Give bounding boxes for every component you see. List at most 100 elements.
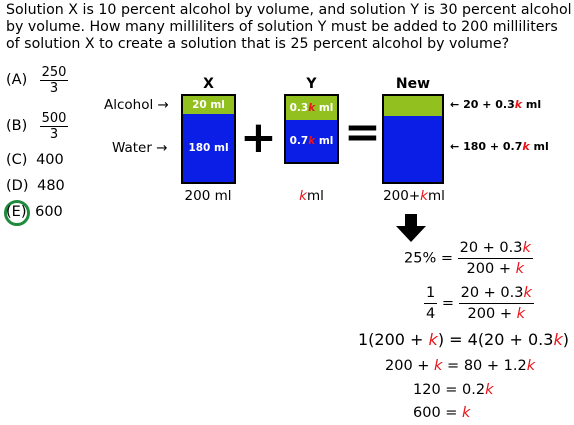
arrow-right-icon: → bbox=[156, 140, 168, 156]
question-text: Solution X is 10 percent alcohol by volu… bbox=[6, 2, 572, 52]
beaker-y-alcohol-unit: ml bbox=[315, 102, 334, 114]
k-variable: k bbox=[428, 330, 438, 349]
k-variable: k bbox=[420, 188, 428, 204]
beaker-new-alcohol bbox=[384, 96, 442, 116]
beaker-x-title: X bbox=[203, 76, 214, 92]
beaker-y-volume-unit: ml bbox=[306, 188, 324, 204]
step2-lhs-num: 1 bbox=[424, 283, 438, 304]
alcohol-row-label: Alcohol → bbox=[104, 97, 169, 113]
choice-e[interactable]: (E) 600 bbox=[6, 204, 63, 220]
beaker-x-alcohol: 20 ml bbox=[183, 96, 234, 114]
choice-b-fraction: 500 3 bbox=[40, 111, 68, 142]
solution-step-1: 25% = 20 + 0.3k 200 + k bbox=[404, 238, 533, 279]
choice-e-value: 600 bbox=[35, 204, 63, 220]
step4-a: 200 + bbox=[385, 358, 435, 374]
new-alcohol-annotation: ← 20 + 0.3k ml bbox=[450, 98, 541, 111]
arrow-right-icon: → bbox=[157, 97, 169, 113]
new-water-unit: ml bbox=[529, 140, 549, 153]
solution-step-6: 600 = k bbox=[413, 405, 470, 421]
choice-a-label: (A) bbox=[6, 72, 28, 88]
step2-den: 200 + bbox=[467, 306, 517, 322]
k-variable: k bbox=[523, 285, 532, 301]
solution-step-3: 1(200 + k) = 4(20 + 0.3k) bbox=[358, 330, 569, 349]
step4-b: = 80 + 1.2 bbox=[442, 358, 527, 374]
choice-a-numerator: 250 bbox=[40, 65, 68, 81]
k-variable: k bbox=[515, 261, 524, 277]
step1-num: 20 + 0.3 bbox=[459, 240, 523, 256]
beaker-new-title: New bbox=[395, 76, 431, 92]
step2-lhs-fraction: 1 4 bbox=[424, 283, 438, 324]
step1-lhs: 25% = bbox=[404, 250, 453, 267]
choice-d[interactable]: (D) 480 bbox=[6, 178, 65, 194]
step2-lhs-den: 4 bbox=[426, 306, 436, 322]
step2-num: 20 + 0.3 bbox=[460, 285, 524, 301]
beaker-y-water-coef: 0.7 bbox=[289, 135, 309, 147]
plus-sign: + bbox=[240, 112, 277, 163]
beaker-y-volume: kml bbox=[284, 188, 339, 204]
step1-den: 200 + bbox=[466, 261, 516, 277]
beaker-y-alcohol: 0.3k ml bbox=[286, 96, 337, 120]
step6-a: 600 = bbox=[413, 405, 463, 421]
solution-step-5: 120 = 0.2k bbox=[413, 382, 494, 398]
equals-sign: = bbox=[344, 107, 381, 158]
water-row-label: Water → bbox=[112, 140, 168, 156]
choice-b-label: (B) bbox=[6, 118, 28, 134]
new-volume-prefix: 200+ bbox=[383, 188, 421, 204]
step3-a: 1(200 + bbox=[358, 330, 429, 349]
alcohol-row-text: Alcohol bbox=[104, 97, 154, 113]
beaker-x-volume: 200 ml bbox=[184, 188, 232, 204]
k-variable: k bbox=[462, 405, 471, 421]
beaker-y-water: 0.7k ml bbox=[286, 120, 337, 162]
choice-b-denominator: 3 bbox=[49, 127, 59, 142]
beaker-new-water bbox=[384, 116, 442, 182]
k-variable: k bbox=[526, 358, 536, 374]
step2-fraction: 20 + 0.3k 200 + k bbox=[458, 283, 534, 324]
arrow-down-icon bbox=[396, 214, 426, 242]
step5-a: 120 = 0.2 bbox=[413, 382, 486, 398]
choice-b-numerator: 500 bbox=[40, 111, 68, 127]
beaker-new-volume: 200+kml bbox=[372, 188, 456, 204]
solution-step-4: 200 + k = 80 + 1.2k bbox=[385, 358, 535, 374]
choice-a-fraction: 250 3 bbox=[40, 65, 68, 96]
choice-d-value: 480 bbox=[37, 178, 65, 194]
solution-step-2: 1 4 = 20 + 0.3k 200 + k bbox=[424, 283, 534, 324]
correct-answer-circle bbox=[4, 200, 30, 226]
new-alcohol-expr: 20 + 0.3 bbox=[463, 98, 515, 111]
beaker-y-alcohol-coef: 0.3 bbox=[289, 102, 309, 114]
k-variable: k bbox=[299, 188, 307, 204]
new-water-expr: 180 + 0.7 bbox=[463, 140, 523, 153]
step3-c: ) bbox=[562, 330, 569, 349]
beaker-x: 20 ml 180 ml bbox=[181, 94, 236, 184]
choice-a[interactable]: (A) bbox=[6, 72, 27, 88]
step1-fraction: 20 + 0.3k 200 + k bbox=[457, 238, 533, 279]
choice-c-value: 400 bbox=[36, 152, 64, 168]
choice-e-label: (E) bbox=[6, 204, 27, 220]
beaker-y: 0.3k ml 0.7k ml bbox=[284, 94, 339, 164]
k-variable: k bbox=[485, 382, 494, 398]
arrow-left-icon: ← bbox=[450, 140, 460, 153]
choice-c[interactable]: (C) 400 bbox=[6, 152, 64, 168]
k-variable: k bbox=[522, 240, 531, 256]
beaker-y-water-unit: ml bbox=[315, 135, 334, 147]
k-variable: k bbox=[308, 135, 316, 147]
choice-b[interactable]: (B) bbox=[6, 118, 27, 134]
k-variable: k bbox=[434, 358, 443, 374]
k-variable: k bbox=[522, 140, 530, 153]
arrow-left-icon: ← bbox=[450, 98, 460, 111]
choice-a-denominator: 3 bbox=[49, 81, 59, 96]
step3-b: ) = 4(20 + 0.3 bbox=[437, 330, 554, 349]
choice-c-label: (C) bbox=[6, 152, 28, 168]
beaker-x-water: 180 ml bbox=[183, 114, 234, 182]
water-row-text: Water bbox=[112, 140, 152, 156]
k-variable: k bbox=[516, 306, 525, 322]
choice-d-label: (D) bbox=[6, 178, 29, 194]
step2-equals: = bbox=[441, 295, 454, 312]
new-volume-unit: ml bbox=[428, 188, 445, 204]
new-water-annotation: ← 180 + 0.7k ml bbox=[450, 140, 549, 153]
new-alcohol-unit: ml bbox=[522, 98, 542, 111]
k-variable: k bbox=[553, 330, 563, 349]
k-variable: k bbox=[514, 98, 523, 111]
k-variable: k bbox=[308, 102, 316, 114]
beaker-new bbox=[382, 94, 444, 184]
beaker-y-title: Y bbox=[306, 76, 317, 92]
